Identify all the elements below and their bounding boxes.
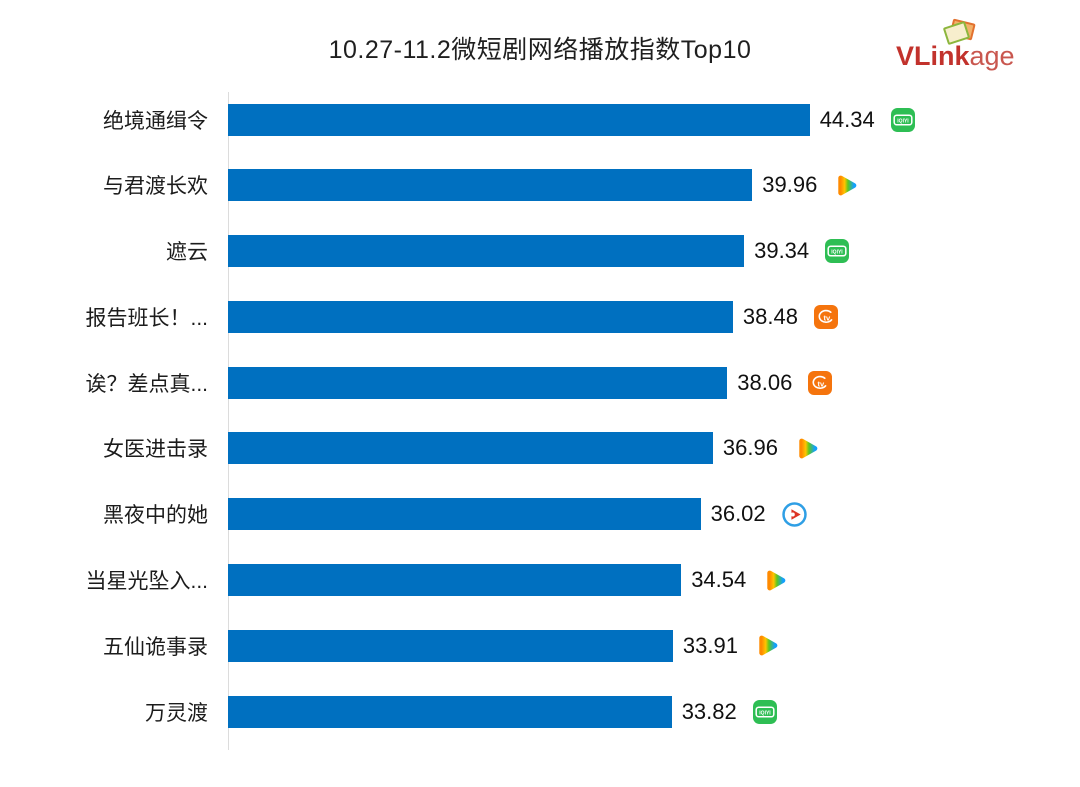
svg-text:IQIYI: IQIYI xyxy=(759,710,771,716)
chart-row: 黑夜中的她 36.02 xyxy=(0,498,1080,531)
bar xyxy=(228,629,673,662)
svg-text:tv: tv xyxy=(823,313,830,322)
drama-title-label: 诶？差点真... xyxy=(85,372,208,396)
vlinkage-logo-text: VLinkage xyxy=(896,43,1015,70)
chart-title: 10.27-11.2微短剧网络播放指数Top10 xyxy=(328,36,752,64)
drama-title-label: 万灵渡 xyxy=(145,701,208,725)
tencent-video-icon xyxy=(794,436,819,461)
mango-tv-icon: tv xyxy=(813,304,838,329)
logo-text-bold: VLink xyxy=(896,41,970,71)
value-label: 39.96 xyxy=(762,172,818,198)
drama-title-label: 绝境通缉令 xyxy=(103,109,208,133)
value-label: 36.02 xyxy=(710,501,766,527)
youku-icon xyxy=(781,502,807,527)
chart-row: 诶？差点真... 38.06 tv xyxy=(0,366,1080,399)
vlinkage-logo: VLinkage xyxy=(896,18,1030,70)
value-label: 38.06 xyxy=(737,369,793,395)
drama-title-label: 当星光坠入... xyxy=(85,570,208,594)
value-label: 44.34 xyxy=(819,106,875,132)
bar xyxy=(228,564,682,597)
bar xyxy=(228,498,701,531)
tencent-video-icon xyxy=(754,633,779,658)
tencent-video-icon xyxy=(762,568,787,593)
bar xyxy=(228,695,672,728)
chart-row: 遮云 39.34 IQIYI xyxy=(0,235,1080,268)
chart-row: 五仙诡事录 33.91 xyxy=(0,629,1080,662)
svg-text:tv: tv xyxy=(818,379,825,388)
bar-chart: 绝境通缉令 44.34 IQIYI 与君渡长欢 39.96 遮云 39.34 I… xyxy=(0,103,1080,761)
bar xyxy=(228,169,753,202)
tencent-video-icon xyxy=(833,173,858,198)
chart-row: 报告班长！... 38.48 tv xyxy=(0,300,1080,333)
svg-text:IQIYI: IQIYI xyxy=(831,250,843,256)
y-axis-line xyxy=(228,92,229,750)
iqiyi-icon: IQIYI xyxy=(825,239,850,264)
bar xyxy=(228,366,728,399)
value-label: 33.82 xyxy=(681,698,737,724)
drama-title-label: 女医进击录 xyxy=(103,438,208,462)
bar xyxy=(228,432,713,465)
drama-title-label: 五仙诡事录 xyxy=(103,635,208,659)
iqiyi-icon: IQIYI xyxy=(890,107,915,132)
chart-row: 与君渡长欢 39.96 xyxy=(0,169,1080,202)
value-label: 36.96 xyxy=(722,435,778,461)
drama-title-label: 黑夜中的她 xyxy=(103,504,208,528)
value-label: 39.34 xyxy=(754,238,810,264)
value-label: 38.48 xyxy=(742,303,798,329)
drama-title-label: 报告班长！... xyxy=(85,306,208,330)
bar xyxy=(228,235,745,268)
value-label: 34.54 xyxy=(691,567,747,593)
chart-row: 当星光坠入... 34.54 xyxy=(0,564,1080,597)
bar xyxy=(228,300,733,333)
chart-row: 万灵渡 33.82 IQIYI xyxy=(0,695,1080,728)
chart-row: 女医进击录 36.96 xyxy=(0,432,1080,465)
chart-row: 绝境通缉令 44.34 IQIYI xyxy=(0,103,1080,136)
mango-tv-icon: tv xyxy=(808,370,833,395)
svg-text:IQIYI: IQIYI xyxy=(897,118,909,124)
iqiyi-icon: IQIYI xyxy=(752,699,777,724)
drama-title-label: 与君渡长欢 xyxy=(103,175,208,199)
bar xyxy=(228,103,810,136)
logo-text-light: age xyxy=(969,41,1015,71)
drama-title-label: 遮云 xyxy=(166,241,208,265)
value-label: 33.91 xyxy=(682,632,738,658)
